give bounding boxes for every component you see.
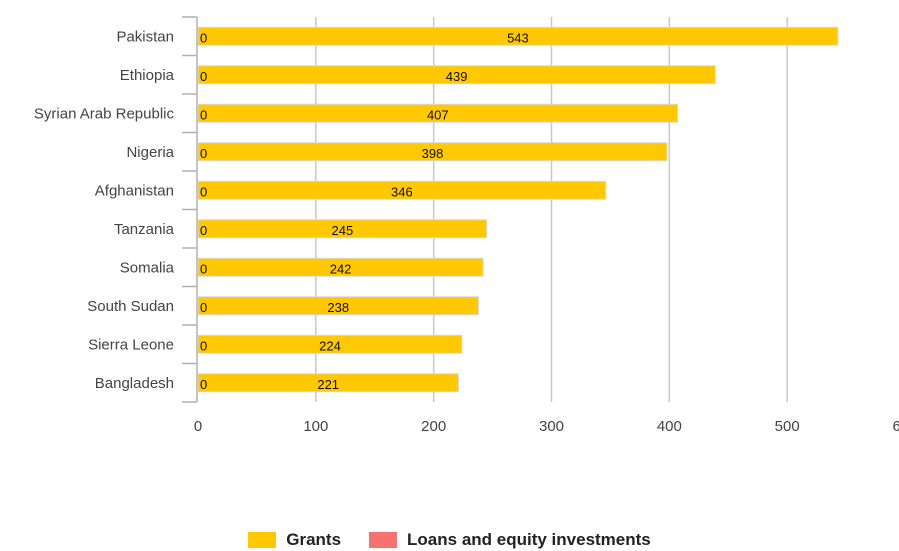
category-label: Somalia <box>120 259 175 276</box>
data-label-grants: 242 <box>330 261 352 276</box>
data-label-grants: 245 <box>331 223 353 238</box>
legend-label-loans: Loans and equity investments <box>407 529 651 549</box>
data-label-loans: 0 <box>200 338 207 353</box>
category-label: Ethiopia <box>120 67 175 84</box>
category-label: Tanzania <box>114 221 175 238</box>
category-label: Afghanistan <box>95 182 174 199</box>
x-tick-label: 200 <box>421 418 446 435</box>
x-tick-label: 400 <box>657 418 682 435</box>
legend-item-grants[interactable]: Grants <box>248 530 341 550</box>
x-tick-label: 600 <box>892 418 899 435</box>
x-tick-labels: 0 100 200 300 400 500 600 <box>194 418 899 435</box>
data-label-loans: 0 <box>200 107 207 122</box>
bar-grants[interactable] <box>197 65 716 85</box>
bar-grants[interactable] <box>197 142 668 162</box>
bars <box>197 26 839 393</box>
x-tick-label: 300 <box>539 418 564 435</box>
legend-swatch-loans <box>369 531 398 548</box>
data-label-loans: 0 <box>200 300 207 315</box>
data-label-grants: 398 <box>422 146 444 161</box>
category-label: Syrian Arab Republic <box>34 105 175 122</box>
bar-grants[interactable] <box>197 373 459 393</box>
data-label-loans: 0 <box>200 377 207 392</box>
data-label-grants: 407 <box>427 107 449 122</box>
category-label: Pakistan <box>116 28 174 45</box>
legend: Grants Loans and equity investments <box>0 528 899 551</box>
data-label-grants: 224 <box>319 338 341 353</box>
category-label: Sierra Leone <box>88 336 174 353</box>
y-axis <box>182 16 198 403</box>
legend-swatch-grants <box>248 531 277 548</box>
data-label-loans: 0 <box>200 69 207 84</box>
data-label-grants: 439 <box>446 69 468 84</box>
data-label-loans: 0 <box>200 184 207 199</box>
data-label-grants: 543 <box>507 30 529 45</box>
legend-label-grants: Grants <box>286 529 342 549</box>
data-label-grants: 346 <box>391 184 413 199</box>
bar-grants[interactable] <box>197 257 484 277</box>
category-label: Nigeria <box>126 144 174 161</box>
bar-grants[interactable] <box>197 219 488 239</box>
bar-grants[interactable] <box>197 334 463 354</box>
legend-item-loans[interactable]: Loans and equity investments <box>369 530 651 550</box>
category-label: Bangladesh <box>95 375 174 392</box>
bar-grants[interactable] <box>197 180 607 200</box>
data-label-grants: 221 <box>317 377 339 392</box>
category-labels: Pakistan Ethiopia Syrian Arab Republic Nige… <box>34 28 175 392</box>
x-tick-label: 100 <box>303 418 328 435</box>
data-label-loans: 0 <box>200 223 207 238</box>
x-tick-label: 500 <box>775 418 800 435</box>
data-label-loans: 0 <box>200 146 207 161</box>
category-label: South Sudan <box>87 298 174 315</box>
data-label-loans: 0 <box>200 30 207 45</box>
data-label-grants: 238 <box>327 300 349 315</box>
data-label-loans: 0 <box>200 261 207 276</box>
data-labels: 0 543 0 439 0 407 0 398 0 346 0 245 0 242 0 238 0 224 0 221 <box>200 30 529 392</box>
bar-grants[interactable] <box>197 26 839 46</box>
x-tick-label: 0 <box>194 418 202 435</box>
bar-grants[interactable] <box>197 296 479 316</box>
bar-grants[interactable] <box>197 103 679 123</box>
